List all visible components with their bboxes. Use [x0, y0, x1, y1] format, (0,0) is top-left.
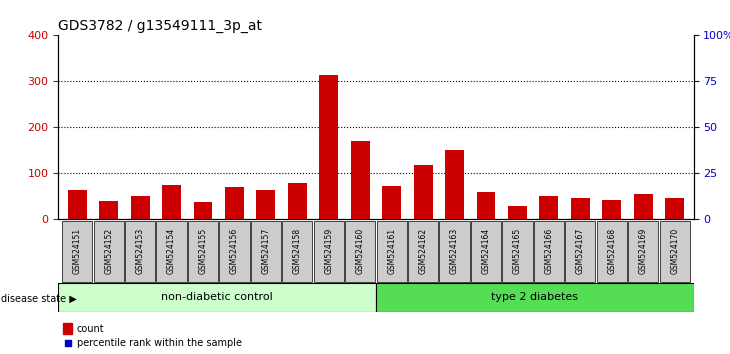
Bar	[351, 141, 369, 219]
Bar	[345, 221, 375, 282]
Bar	[125, 221, 155, 282]
Text: non-diabetic control: non-diabetic control	[161, 292, 273, 302]
Text: GSM524163: GSM524163	[450, 228, 459, 274]
Text: GSM524152: GSM524152	[104, 228, 113, 274]
Bar	[220, 221, 250, 282]
Bar	[383, 186, 401, 219]
Bar	[534, 221, 564, 282]
Text: GDS3782 / g13549111_3p_at: GDS3782 / g13549111_3p_at	[58, 19, 262, 33]
Text: GSM524155: GSM524155	[199, 228, 207, 274]
Bar	[539, 195, 558, 219]
Text: GSM524168: GSM524168	[607, 228, 616, 274]
Bar	[565, 221, 596, 282]
Bar	[634, 194, 653, 219]
Bar	[188, 221, 218, 282]
Bar	[376, 283, 694, 312]
Bar	[131, 195, 150, 219]
Bar	[251, 221, 281, 282]
Bar	[508, 206, 527, 219]
Bar	[471, 221, 501, 282]
Text: GSM524157: GSM524157	[261, 228, 270, 274]
Bar	[445, 149, 464, 219]
Text: GSM524162: GSM524162	[418, 228, 428, 274]
Text: type 2 diabetes: type 2 diabetes	[491, 292, 578, 302]
Bar	[162, 185, 181, 219]
Text: GSM524169: GSM524169	[639, 228, 648, 274]
Text: GSM524160: GSM524160	[356, 228, 365, 274]
Bar	[628, 221, 658, 282]
Bar	[477, 192, 496, 219]
Bar	[256, 190, 275, 219]
Bar	[602, 200, 621, 219]
Text: disease state ▶: disease state ▶	[1, 294, 77, 304]
Bar	[93, 221, 124, 282]
Text: percentile rank within the sample: percentile rank within the sample	[77, 338, 242, 348]
Bar	[99, 201, 118, 219]
Bar	[68, 189, 87, 219]
Text: count: count	[77, 324, 104, 334]
Bar	[288, 183, 307, 219]
Text: GSM524158: GSM524158	[293, 228, 301, 274]
Text: GSM524161: GSM524161	[387, 228, 396, 274]
Bar	[571, 198, 590, 219]
Bar	[502, 221, 532, 282]
Bar	[314, 221, 344, 282]
Bar	[665, 198, 684, 219]
Bar	[283, 221, 312, 282]
Bar	[414, 165, 433, 219]
Text: GSM524151: GSM524151	[73, 228, 82, 274]
Bar	[319, 74, 338, 219]
Bar	[156, 221, 187, 282]
Bar	[225, 187, 244, 219]
Bar	[408, 221, 438, 282]
Bar	[58, 283, 376, 312]
Bar	[439, 221, 469, 282]
Bar	[63, 323, 72, 334]
Text: GSM524167: GSM524167	[576, 228, 585, 274]
Bar	[377, 221, 407, 282]
Text: GSM524165: GSM524165	[513, 228, 522, 274]
Text: GSM524170: GSM524170	[670, 228, 679, 274]
Text: GSM524164: GSM524164	[482, 228, 491, 274]
Text: GSM524154: GSM524154	[167, 228, 176, 274]
Text: GSM524159: GSM524159	[324, 228, 334, 274]
Text: GSM524156: GSM524156	[230, 228, 239, 274]
Bar	[193, 202, 212, 219]
Bar	[596, 221, 627, 282]
Bar	[659, 221, 690, 282]
Text: GSM524166: GSM524166	[545, 228, 553, 274]
Bar	[62, 221, 93, 282]
Text: GSM524153: GSM524153	[136, 228, 145, 274]
